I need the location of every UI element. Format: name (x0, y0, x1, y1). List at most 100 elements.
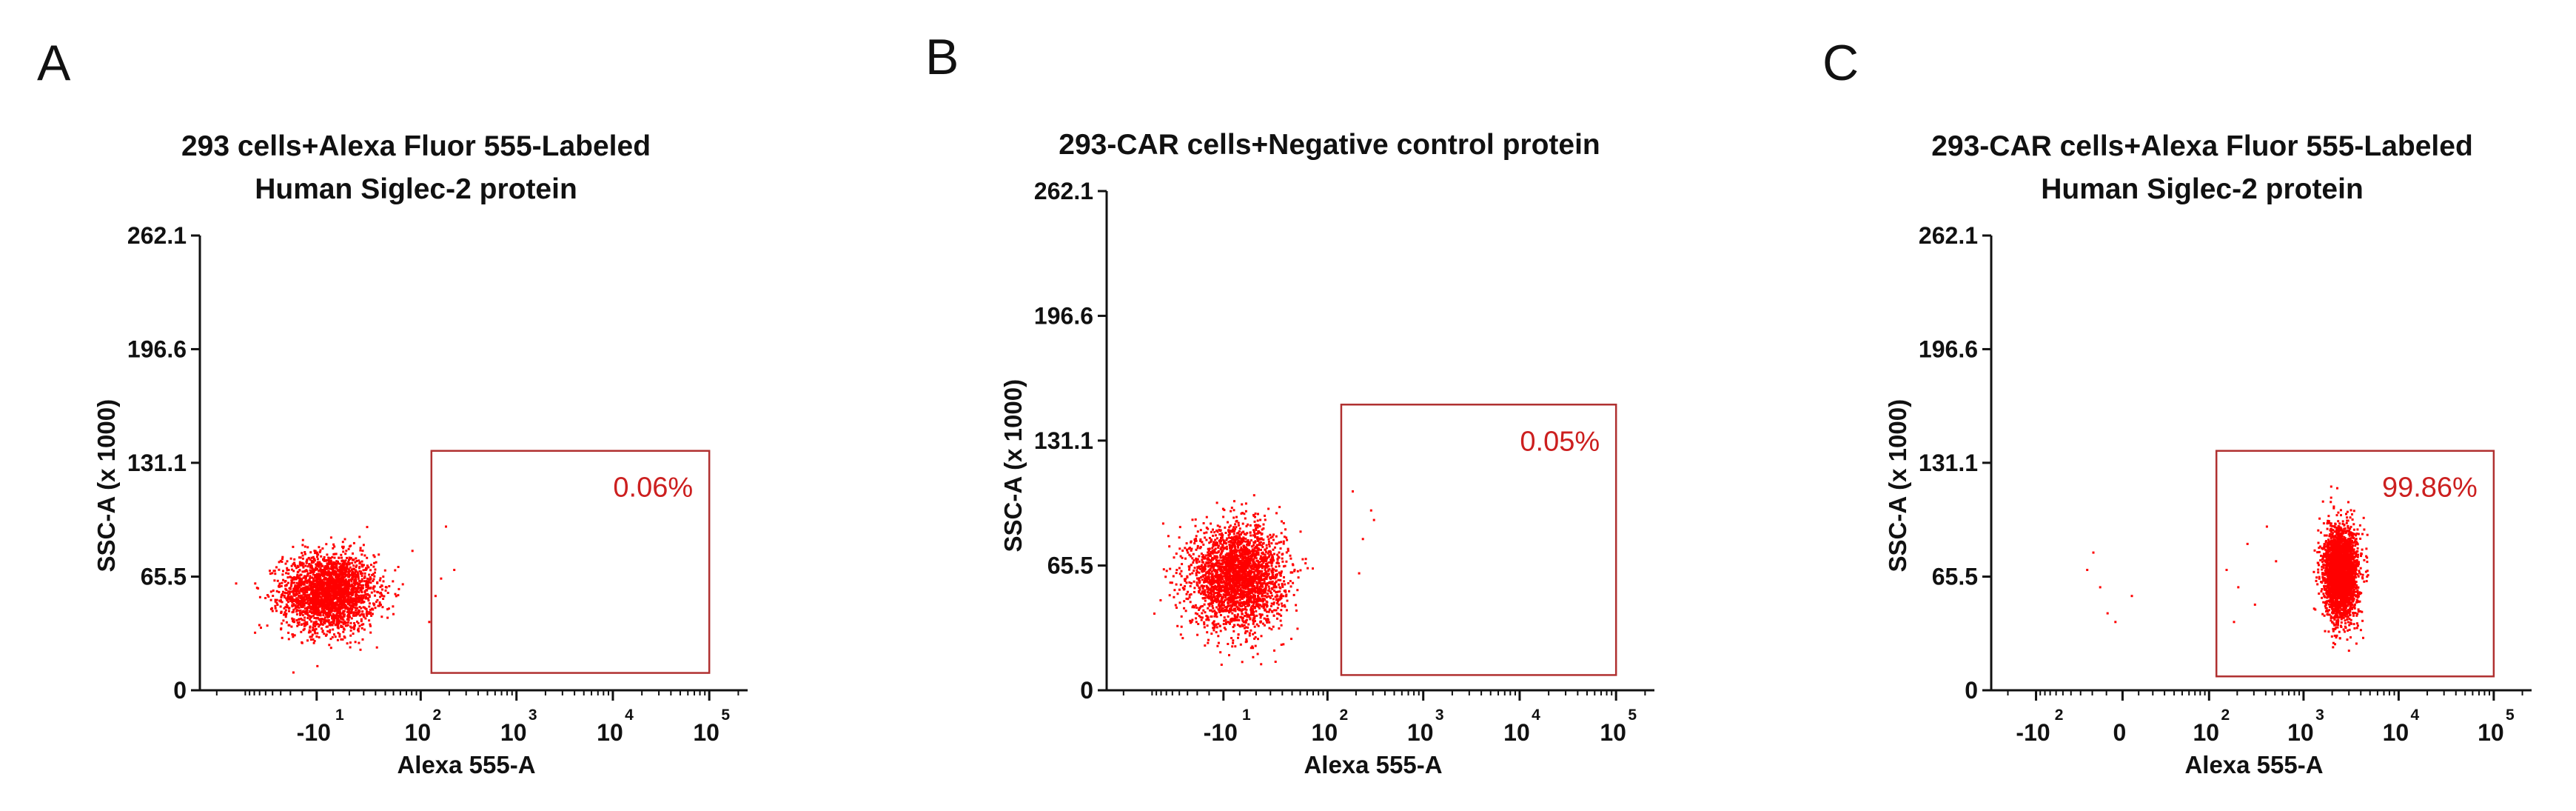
event-point (1204, 611, 1207, 614)
event-point (1202, 543, 1205, 546)
event-point (318, 618, 321, 621)
event-point (278, 582, 281, 585)
event-point (292, 590, 295, 593)
event-point (328, 576, 331, 578)
event-point (323, 621, 326, 624)
event-point (1287, 550, 1289, 553)
event-point (1281, 557, 1284, 560)
event-point (1211, 596, 1214, 598)
event-point (301, 557, 304, 560)
event-point (1263, 560, 1266, 563)
event-point (1255, 564, 1258, 567)
event-point (321, 593, 324, 595)
event-point (360, 598, 363, 601)
event-point (1213, 551, 1216, 554)
event-point (1251, 578, 1254, 581)
event-point (332, 621, 335, 624)
event-point (319, 575, 322, 578)
event-point (307, 579, 310, 581)
event-point (315, 605, 318, 608)
event-point (357, 596, 359, 599)
event-point (1279, 547, 1282, 550)
event-point (342, 576, 345, 578)
event-point (323, 616, 326, 619)
event-point (1218, 539, 1221, 542)
event-point (307, 596, 310, 599)
event-point (300, 594, 303, 597)
event-point (354, 624, 356, 627)
event-point (318, 605, 321, 608)
event-point (341, 580, 344, 582)
event-point (314, 590, 317, 593)
event-point (338, 556, 341, 559)
x-tick-exponent: 1 (335, 707, 344, 724)
event-point (1184, 579, 1187, 582)
event-point (1281, 560, 1284, 563)
event-point (1280, 614, 1283, 617)
event-point (1217, 589, 1220, 592)
event-point (341, 568, 344, 571)
event-point (1233, 500, 1235, 503)
event-point (320, 621, 322, 624)
event-point (336, 575, 339, 578)
event-point (362, 596, 365, 599)
event-point (1262, 523, 1265, 526)
event-point (1176, 624, 1179, 627)
event-point (328, 624, 331, 627)
event-point (328, 591, 331, 594)
event-point (369, 576, 372, 578)
event-point (326, 597, 329, 600)
event-point (1240, 533, 1242, 535)
event-point (343, 597, 346, 600)
event-point (336, 599, 339, 602)
event-point (317, 602, 320, 605)
event-point (298, 569, 301, 572)
event-point (321, 607, 324, 610)
event-point (315, 586, 318, 589)
event-point (338, 600, 341, 603)
event-point (315, 620, 318, 623)
event-point (340, 602, 343, 605)
event-point (1227, 615, 1230, 618)
event-point (1191, 572, 1194, 575)
event-point (1210, 615, 1212, 618)
event-point (1236, 601, 1239, 604)
event-point (286, 576, 289, 579)
event-point (1214, 547, 1217, 550)
event-point (280, 610, 283, 613)
event-point (301, 588, 303, 591)
event-point (1242, 530, 1245, 533)
event-point (1210, 593, 1213, 595)
event-point (346, 642, 349, 645)
event-point (351, 575, 354, 578)
event-point (275, 601, 278, 604)
event-point (369, 623, 372, 626)
event-point (369, 608, 372, 611)
event-point (1201, 587, 1204, 590)
event-point (310, 556, 313, 559)
event-point (1257, 544, 1260, 547)
event-point (1257, 624, 1260, 627)
event-point (1275, 591, 1278, 594)
event-point (324, 601, 327, 604)
event-point (325, 573, 328, 575)
event-point (373, 575, 376, 578)
event-point (257, 587, 260, 590)
event-point (1217, 641, 1220, 644)
event-point (340, 621, 343, 624)
event-point (335, 585, 338, 588)
event-point (312, 623, 315, 625)
event-point (328, 615, 330, 618)
event-point (1234, 569, 1237, 572)
event-point (332, 553, 335, 555)
event-point (1191, 606, 1194, 609)
event-point (1252, 621, 1255, 623)
event-point (1230, 510, 1232, 513)
event-point (309, 558, 312, 561)
event-point (313, 597, 315, 600)
event-point (364, 584, 367, 586)
event-point (1241, 558, 1244, 561)
event-point (1191, 557, 1194, 560)
event-point (275, 566, 278, 569)
event-point (384, 586, 387, 589)
